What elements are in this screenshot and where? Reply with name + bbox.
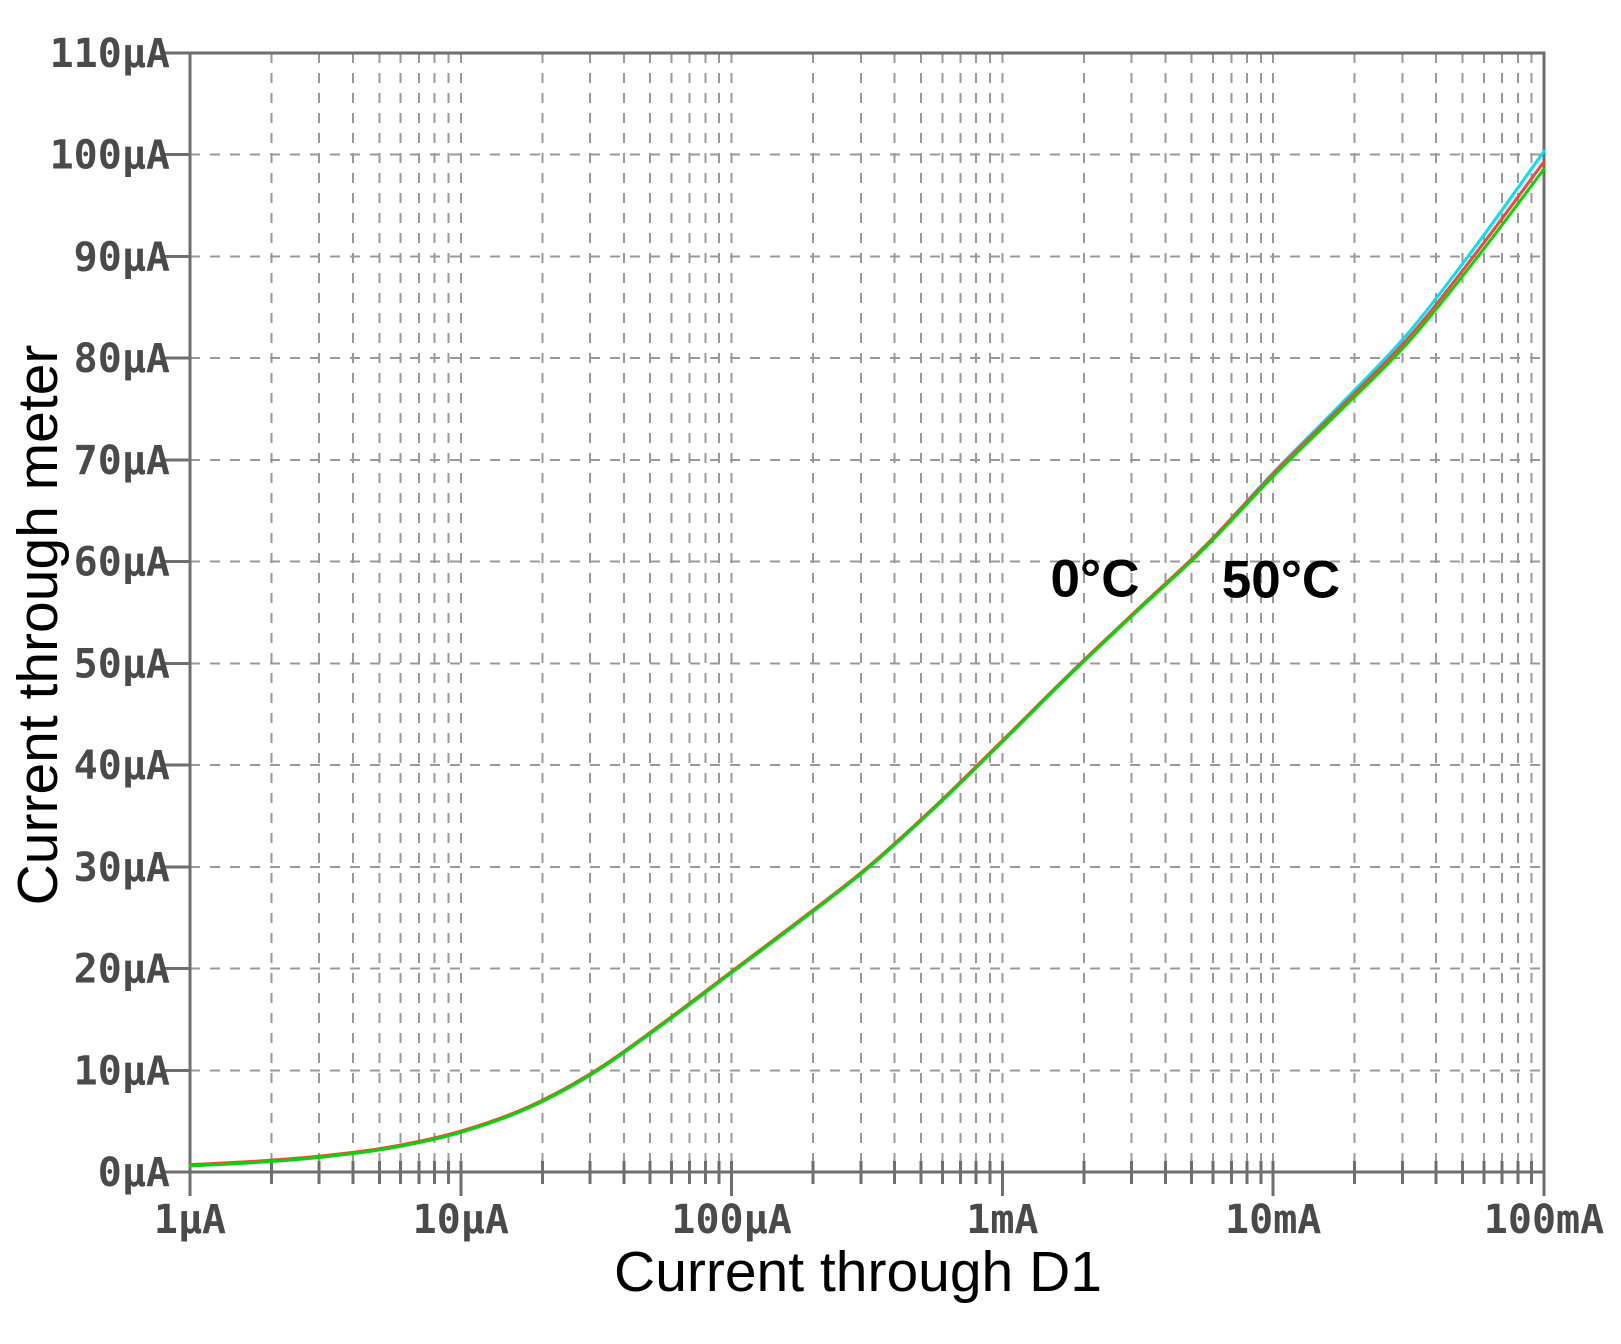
x-axis-title: Current through D1	[614, 1240, 1102, 1304]
tick-labels: 0µA 10µA 20µA 30µA 40µA 50µA 60µA 70µA 80µA 90µA 1…	[50, 31, 1605, 1243]
y-tick-label: 80µA	[74, 336, 170, 382]
annotation-50c: 50°C	[1221, 550, 1341, 610]
y-tick-label: 100µA	[50, 133, 170, 179]
annotation-0c: 0°C	[1050, 549, 1140, 609]
y-tick-label: 30µA	[74, 845, 170, 891]
x-tick-label: 100mA	[1484, 1197, 1604, 1243]
y-tick-label: 70µA	[74, 438, 170, 484]
y-axis-title: Current through meter	[6, 344, 70, 906]
y-tick-label: 50µA	[74, 641, 170, 687]
y-tick-label: 110µA	[50, 31, 170, 77]
x-tick-label: 1mA	[966, 1197, 1038, 1243]
trace-cyan	[188, 149, 1546, 1168]
x-tick-label: 10mA	[1225, 1197, 1321, 1243]
x-tick-label: 1µA	[154, 1197, 226, 1243]
x-tick-label: 100µA	[671, 1197, 791, 1243]
y-tick-label: 0µA	[98, 1150, 170, 1196]
y-tick-label: 60µA	[74, 540, 170, 586]
trace-green	[188, 167, 1546, 1168]
plot-border	[188, 51, 1546, 1174]
gridlines	[190, 53, 1544, 1172]
y-tick-label: 90µA	[74, 234, 170, 280]
y-tick-label: 10µA	[74, 1048, 170, 1094]
axis-ticks	[164, 51, 1546, 1196]
x-tick-label: 10µA	[413, 1197, 509, 1243]
y-tick-label: 20µA	[74, 947, 170, 993]
y-tick-label: 40µA	[74, 743, 170, 789]
